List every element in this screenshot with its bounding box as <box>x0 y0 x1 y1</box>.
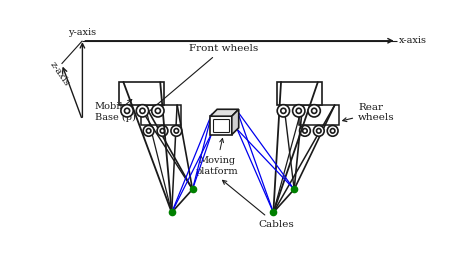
Text: z-axis: z-axis <box>48 60 71 88</box>
Bar <box>277 82 322 105</box>
Bar <box>141 105 181 125</box>
Circle shape <box>171 125 182 136</box>
Circle shape <box>174 129 178 133</box>
Circle shape <box>152 105 164 117</box>
Circle shape <box>136 105 149 117</box>
Circle shape <box>281 108 286 114</box>
Circle shape <box>121 105 133 117</box>
Circle shape <box>293 105 305 117</box>
Circle shape <box>140 108 145 114</box>
Circle shape <box>277 105 289 117</box>
Bar <box>119 82 164 105</box>
Circle shape <box>308 105 320 117</box>
Circle shape <box>296 108 301 114</box>
Bar <box>210 116 232 135</box>
Text: Moving
platform: Moving platform <box>196 156 238 176</box>
Polygon shape <box>232 109 239 135</box>
Circle shape <box>157 125 168 136</box>
Circle shape <box>312 108 317 114</box>
Circle shape <box>330 129 335 133</box>
Circle shape <box>160 129 165 133</box>
Text: Rear
wheels: Rear wheels <box>343 103 395 122</box>
Circle shape <box>125 108 130 114</box>
Circle shape <box>143 125 154 136</box>
Text: Cables: Cables <box>222 180 294 228</box>
Bar <box>299 105 339 125</box>
Circle shape <box>313 125 324 136</box>
Circle shape <box>317 129 321 133</box>
Text: Mobile
Base (p): Mobile Base (p) <box>95 102 135 122</box>
Text: y-axis: y-axis <box>68 28 96 37</box>
Polygon shape <box>210 109 239 116</box>
Circle shape <box>303 129 307 133</box>
Circle shape <box>327 125 338 136</box>
Circle shape <box>155 108 160 114</box>
Text: x-axis: x-axis <box>399 36 427 45</box>
Circle shape <box>146 129 151 133</box>
Text: Front wheels: Front wheels <box>145 44 258 115</box>
Circle shape <box>299 125 310 136</box>
